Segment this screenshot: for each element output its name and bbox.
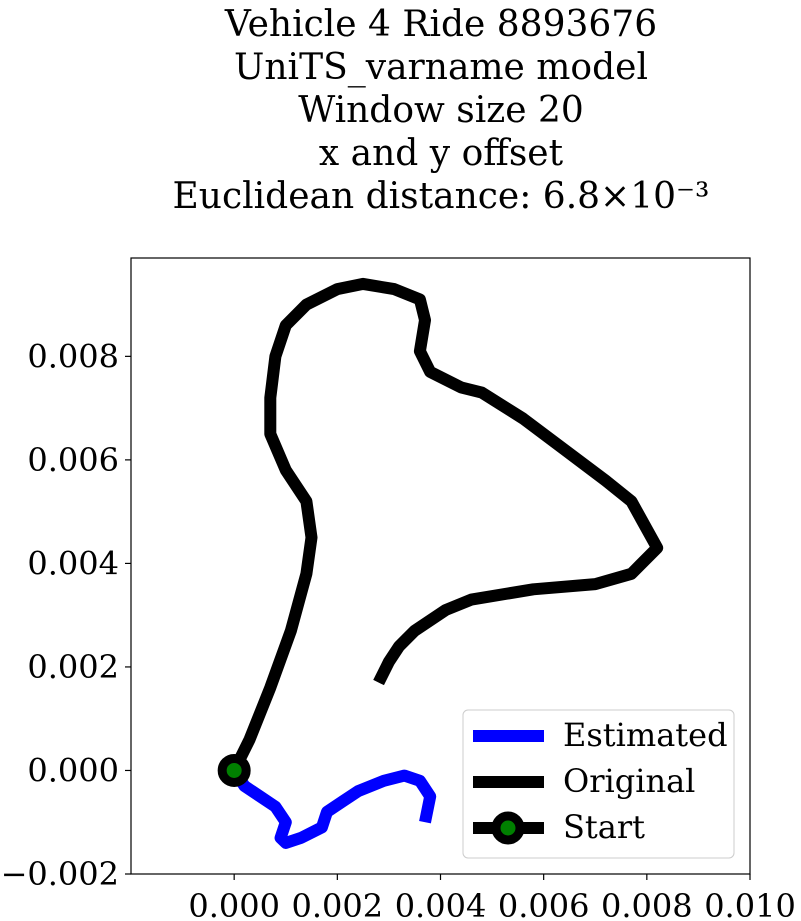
x-tick-label: 0.008 [601,887,693,921]
y-tick-label: 0.008 [27,337,119,375]
y-tick-label: 0.002 [27,648,119,686]
series-original-line [228,277,664,774]
y-axis: −0.002 0.000 0.002 0.004 0.006 0.008 [1,337,131,893]
chart-subtitle-line-3: x and y offset [319,133,564,174]
chart-titles: Vehicle 4 Ride 8893676 UniTS_varname mod… [173,4,710,217]
legend-start-label: Start [563,808,645,846]
series-layer [228,277,664,849]
x-tick-label: 0.000 [188,887,280,921]
start-marker [217,753,251,787]
y-tick-label: 0.000 [27,751,119,789]
chart-subtitle-line-4: Euclidean distance: 6.8×10⁻³ [173,176,710,217]
x-tick-label: 0.004 [395,887,487,921]
x-tick-label: 0.010 [704,887,796,921]
series-estimated-line [229,767,437,849]
legend-box [462,709,735,859]
chart-subtitle-line-2: Window size 20 [298,90,584,131]
legend-estimated-label: Estimated [563,716,728,754]
x-tick-label: 0.002 [292,887,384,921]
chart-title: Vehicle 4 Ride 8893676 [224,4,657,45]
legend-original-label: Original [563,762,695,800]
x-axis: 0.000 0.002 0.004 0.006 0.008 0.010 [188,874,796,921]
chart-subtitle-line-1: UniTS_varname model [234,47,648,88]
y-tick-label: 0.004 [27,544,119,582]
legend-start-marker [491,811,525,845]
legend: Estimated Original Start [462,709,735,859]
y-tick-label: −0.002 [1,855,119,893]
y-tick-label: 0.006 [27,441,119,479]
x-tick-label: 0.006 [498,887,590,921]
